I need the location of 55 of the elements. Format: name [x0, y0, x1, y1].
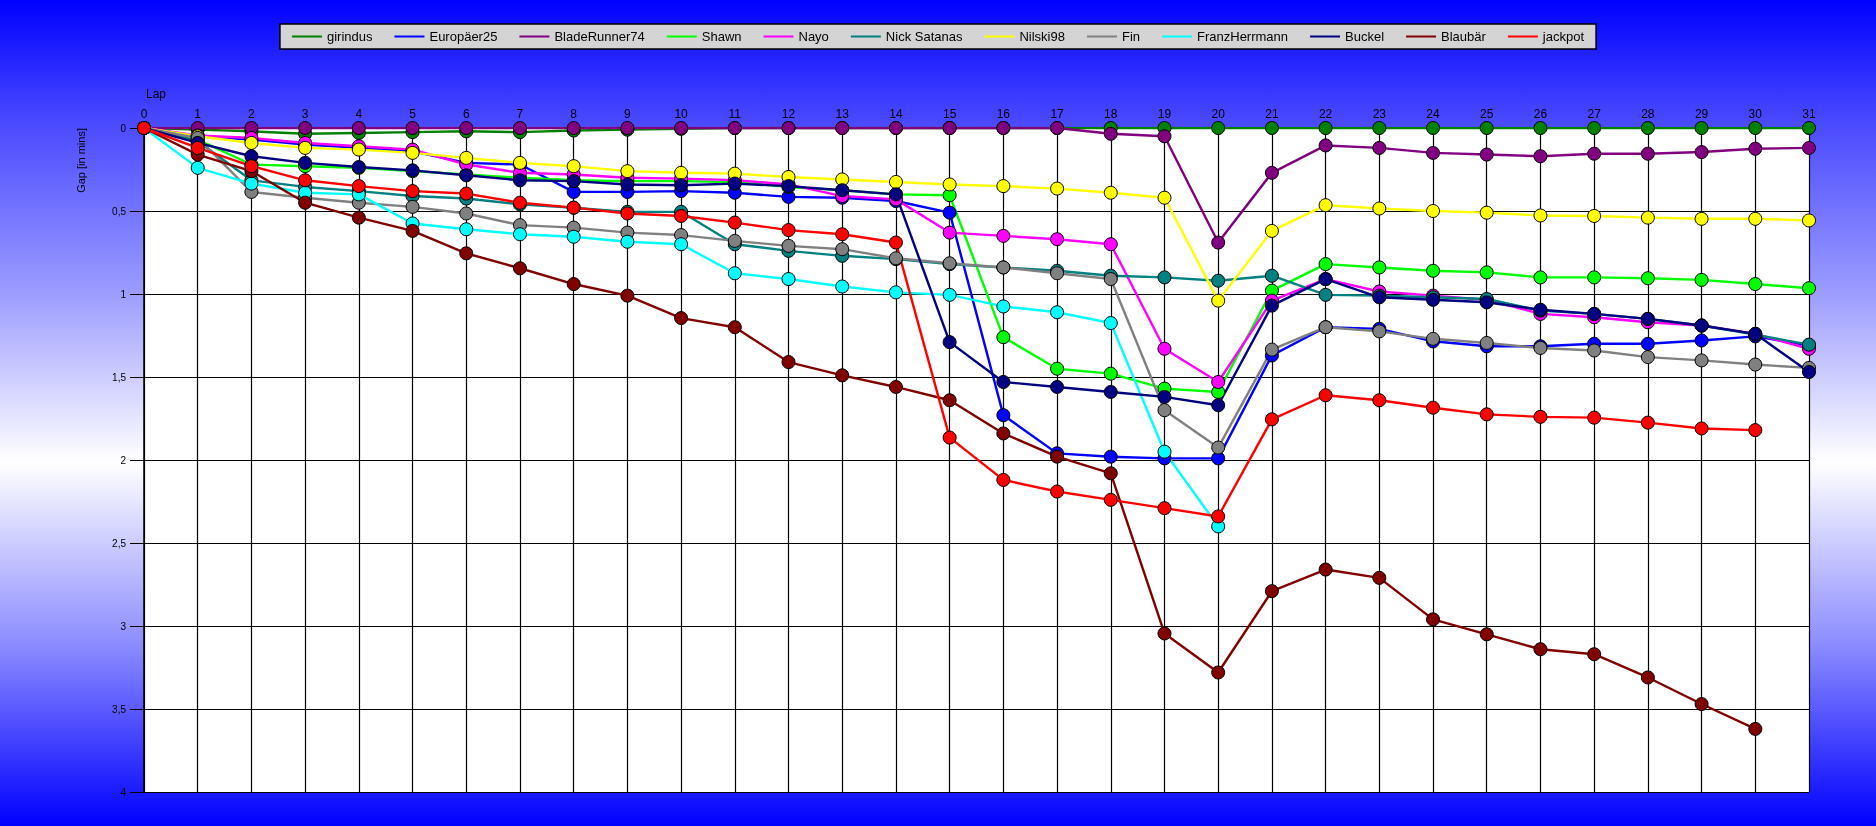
x-tick-label: 2	[248, 107, 256, 121]
y-tick-label: 4	[120, 786, 127, 798]
legend-label: jackpot	[1541, 29, 1585, 44]
x-tick-label: 29	[1694, 107, 1709, 121]
x-tick-label: 27	[1587, 107, 1602, 121]
x-tick-label: 14	[889, 107, 903, 121]
x-tick-label: 28	[1641, 107, 1655, 121]
y-tick-label: 0	[120, 122, 127, 134]
x-axis-title: Lap	[146, 87, 167, 101]
x-tick-label: 4	[355, 107, 363, 121]
x-tick-label: 3	[301, 107, 309, 121]
x-tick-label: 21	[1265, 107, 1279, 121]
legend-label: Fin	[1121, 29, 1141, 44]
x-tick-label: 17	[1050, 107, 1065, 121]
y-tick-label: 3	[120, 620, 127, 632]
x-tick-label: 26	[1533, 107, 1548, 121]
y-tick-label: 2,5	[112, 537, 127, 549]
y-tick-label: 2	[120, 454, 127, 466]
x-tick-label: 12	[781, 107, 796, 121]
x-tick-label: 8	[570, 107, 578, 121]
legend-label: BladeRunner74	[554, 29, 645, 44]
x-tick-label: 5	[409, 107, 417, 121]
x-tick-label: 18	[1104, 107, 1118, 121]
x-tick-label: 16	[996, 107, 1011, 121]
y-tick-label: 1,5	[112, 371, 127, 383]
y-axis-title: Gap [in mins]	[74, 128, 87, 193]
x-tick-label: 10	[674, 107, 689, 121]
x-tick-label: 23	[1372, 107, 1387, 121]
x-tick-label: 1	[194, 107, 202, 121]
x-tick-label: 6	[462, 107, 470, 121]
x-tick-label: 22	[1318, 107, 1333, 121]
x-tick-label: 13	[835, 107, 850, 121]
legend-label: FranzHerrmann	[1197, 29, 1289, 44]
legend-label: Nayo	[798, 29, 829, 44]
x-tick-label: 7	[516, 107, 524, 121]
y-tick-label: 1	[120, 288, 127, 300]
x-tick-label: 0	[140, 107, 148, 121]
x-tick-label: 9	[624, 107, 632, 121]
x-tick-label: 31	[1802, 107, 1816, 121]
x-tick-label: 11	[728, 107, 742, 121]
legend-label: Shawn	[701, 29, 742, 44]
x-tick-label: 24	[1426, 107, 1441, 121]
x-tick-label: 19	[1157, 107, 1172, 121]
x-tick-label: 15	[942, 107, 957, 121]
legend-label: Nick Satanas	[885, 29, 963, 44]
legend-label: Nilski98	[1019, 29, 1065, 44]
x-tick-label: 30	[1748, 107, 1763, 121]
legend-label: girindus	[326, 29, 373, 44]
y-tick-label: 0,5	[112, 205, 127, 217]
x-tick-label: 20	[1211, 107, 1226, 121]
x-tick-label: 25	[1480, 107, 1494, 121]
y-tick-label: 3,5	[112, 703, 127, 715]
legend-label: Europäer25	[429, 29, 498, 44]
legend-label: Buckel	[1345, 29, 1385, 44]
legend-label: Blaubär	[1441, 29, 1487, 44]
